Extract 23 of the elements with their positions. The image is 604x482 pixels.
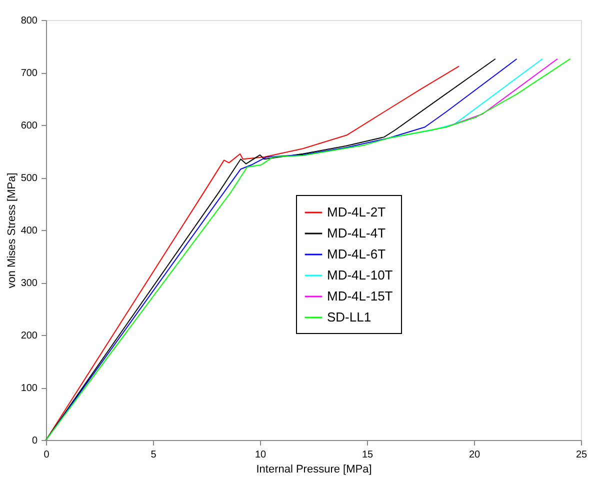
y-tick-label: 300 xyxy=(20,278,38,289)
legend-label: MD-4L-15T xyxy=(327,288,393,304)
y-tick-label: 700 xyxy=(20,68,38,79)
y-tick-label: 200 xyxy=(20,330,38,342)
x-tick-label: 5 xyxy=(150,450,157,460)
x-tick-label: 20 xyxy=(468,450,480,460)
y-tick-label: 800 xyxy=(20,16,38,26)
y-tick-label: 0 xyxy=(32,436,38,446)
legend-label: MD-4L-6T xyxy=(327,246,386,262)
y-tick-label: 600 xyxy=(20,120,38,132)
legend-label: MD-4L-2T xyxy=(327,204,386,220)
x-tick-label: 0 xyxy=(44,450,50,460)
x-tick-label: 10 xyxy=(254,450,266,460)
y-tick-label: 500 xyxy=(20,173,38,184)
x-tick-label: 15 xyxy=(362,450,374,460)
x-axis-title: Internal Pressure [MPa] xyxy=(256,464,372,476)
legend-label: MD-4L-10T xyxy=(327,268,393,282)
legend-label: MD-4L-4T xyxy=(327,226,386,240)
legend-label: SD-LL1 xyxy=(327,310,372,324)
x-tick-label: 25 xyxy=(576,450,588,460)
y-tick-label: 100 xyxy=(20,383,38,394)
y-axis-title: von Mises Stress [MPa] xyxy=(6,172,18,288)
y-tick-label: 400 xyxy=(20,226,38,236)
